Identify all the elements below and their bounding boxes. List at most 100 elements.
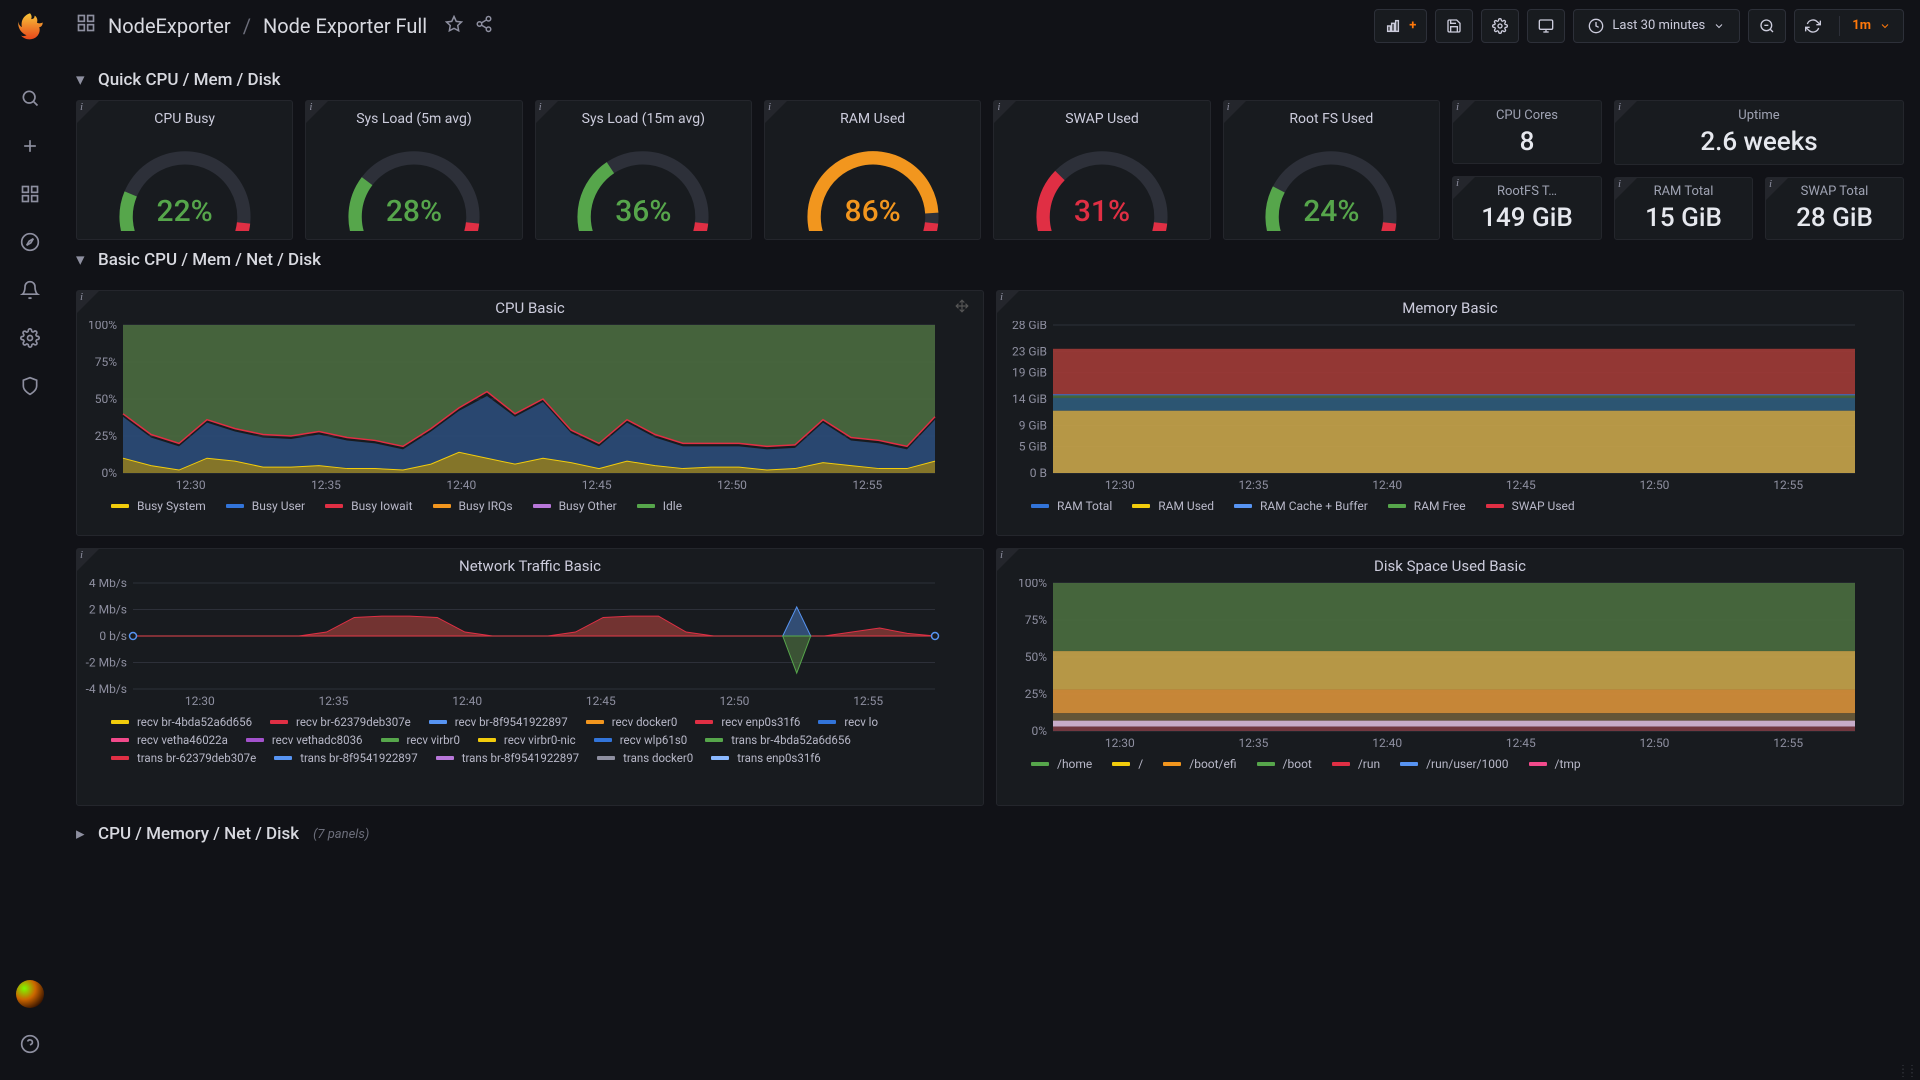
legend-item[interactable]: RAM Used	[1132, 499, 1214, 513]
legend-item[interactable]: trans docker0	[597, 751, 693, 765]
legend-item[interactable]: recv vetha46022a	[111, 733, 228, 747]
svg-text:12:50: 12:50	[1640, 478, 1670, 492]
gauge-title: Sys Load (15m avg)	[536, 107, 751, 129]
svg-text:25%: 25%	[1025, 687, 1047, 701]
stat-panel[interactable]: iCPU Cores8	[1452, 100, 1602, 164]
settings-button[interactable]	[1481, 9, 1519, 43]
svg-text:0%: 0%	[1031, 724, 1047, 738]
gauge-panel[interactable]: i CPU Busy 22%	[76, 100, 293, 240]
refresh-button[interactable]: 1m	[1794, 9, 1904, 43]
legend-item[interactable]: trans enp0s31f6	[711, 751, 821, 765]
svg-text:0 B: 0 B	[1030, 466, 1047, 480]
legend-item[interactable]: recv br-4bda52a6d656	[111, 715, 252, 729]
topbar: NodeExporter / Node Exporter Full + Last…	[60, 0, 1920, 52]
legend-item[interactable]: trans br-4bda52a6d656	[705, 733, 851, 747]
breadcrumb-folder[interactable]: NodeExporter	[108, 14, 231, 38]
stat-panel[interactable]: iRootFS T…149 GiB	[1452, 176, 1602, 240]
gauge-panel[interactable]: i Sys Load (15m avg) 36%	[535, 100, 752, 240]
explore-icon[interactable]	[12, 224, 48, 260]
grafana-logo[interactable]	[12, 8, 48, 44]
sidebar	[0, 0, 60, 1080]
svg-text:12:55: 12:55	[852, 478, 882, 492]
save-button[interactable]	[1435, 9, 1473, 43]
shield-icon[interactable]	[12, 368, 48, 404]
legend-item[interactable]: Busy User	[226, 499, 305, 513]
svg-text:5 GiB: 5 GiB	[1019, 440, 1047, 454]
panel-disk-basic[interactable]: i Disk Space Used Basic 0%25%50%75%100%1…	[996, 548, 1904, 806]
svg-text:12:35: 12:35	[319, 694, 349, 708]
legend-item[interactable]: recv enp0s31f6	[695, 715, 800, 729]
legend-item[interactable]: recv wlp61s0	[594, 733, 688, 747]
svg-text:12:40: 12:40	[1372, 478, 1402, 492]
breadcrumb-separator: /	[243, 14, 251, 38]
star-icon[interactable]	[445, 14, 463, 38]
panel-cpu-basic[interactable]: i CPU Basic 0%25%50%75%100%12:3012:3512:…	[76, 290, 984, 536]
gauge-panel[interactable]: i Sys Load (5m avg) 28%	[305, 100, 522, 240]
search-icon[interactable]	[12, 80, 48, 116]
stat-panel[interactable]: iSWAP Total28 GiB	[1765, 177, 1904, 240]
legend-item[interactable]: Busy IRQs	[433, 499, 513, 513]
chevron-down-icon: ▾	[76, 70, 90, 90]
legend-item[interactable]: trans br-8f9541922897	[436, 751, 579, 765]
legend-item[interactable]: Busy Iowait	[325, 499, 412, 513]
svg-text:12:35: 12:35	[311, 478, 341, 492]
svg-text:-2 Mb/s: -2 Mb/s	[86, 656, 127, 670]
legend-item[interactable]: trans br-62379deb307e	[111, 751, 256, 765]
section-quick-cpu[interactable]: ▾ Quick CPU / Mem / Disk	[76, 60, 1904, 100]
legend-item[interactable]: recv vethadc8036	[246, 733, 363, 747]
stat-panel[interactable]: iUptime2.6 weeks	[1614, 100, 1904, 165]
plus-icon[interactable]	[12, 128, 48, 164]
section-basic-cpu[interactable]: ▾ Basic CPU / Mem / Net / Disk	[76, 240, 1904, 280]
add-panel-button[interactable]: +	[1374, 9, 1427, 43]
section-collapsed[interactable]: ▸ CPU / Memory / Net / Disk (7 panels)	[76, 814, 1904, 854]
legend-item[interactable]: /boot/efi	[1163, 757, 1236, 771]
legend-item[interactable]: Busy System	[111, 499, 206, 513]
legend-item[interactable]: recv virbr0-nic	[478, 733, 576, 747]
gauge-panel[interactable]: i SWAP Used 31%	[993, 100, 1210, 240]
legend-item[interactable]: Idle	[637, 499, 682, 513]
legend-item[interactable]: SWAP Used	[1486, 499, 1575, 513]
legend-item[interactable]: recv br-62379deb307e	[270, 715, 411, 729]
legend-item[interactable]: /run/user/1000	[1400, 757, 1508, 771]
legend-item[interactable]: Busy Other	[533, 499, 617, 513]
svg-text:100%: 100%	[88, 321, 117, 332]
share-icon[interactable]	[475, 14, 493, 38]
panel-memory-basic[interactable]: i Memory Basic 0 B5 GiB9 GiB14 GiB19 GiB…	[996, 290, 1904, 536]
legend-item[interactable]: RAM Free	[1388, 499, 1466, 513]
legend-item[interactable]: RAM Cache + Buffer	[1234, 499, 1368, 513]
svg-text:4 Mb/s: 4 Mb/s	[89, 579, 127, 590]
svg-text:9 GiB: 9 GiB	[1019, 418, 1047, 432]
dashboard-grid-icon[interactable]	[76, 13, 96, 38]
dashboards-icon[interactable]	[12, 176, 48, 212]
chevron-down-icon: ▾	[76, 250, 90, 270]
legend-item[interactable]: /	[1112, 757, 1143, 771]
svg-text:12:30: 12:30	[176, 478, 206, 492]
legend-item[interactable]: /boot	[1257, 757, 1312, 771]
view-mode-button[interactable]	[1527, 9, 1565, 43]
user-avatar[interactable]	[16, 980, 44, 1008]
breadcrumb-title[interactable]: Node Exporter Full	[263, 14, 427, 38]
panel-network-basic[interactable]: i Network Traffic Basic -4 Mb/s-2 Mb/s0 …	[76, 548, 984, 806]
gauge-panel[interactable]: i RAM Used 86%	[764, 100, 981, 240]
svg-text:12:50: 12:50	[717, 478, 747, 492]
legend-item[interactable]: /home	[1031, 757, 1092, 771]
alert-icon[interactable]	[12, 272, 48, 308]
help-icon[interactable]	[12, 1026, 48, 1062]
legend-item[interactable]: /tmp	[1529, 757, 1581, 771]
legend-item[interactable]: recv docker0	[586, 715, 678, 729]
resize-handle-icon[interactable]: ⋮⋮⋮⋮	[1898, 1068, 1916, 1076]
legend-item[interactable]: RAM Total	[1031, 499, 1112, 513]
legend-item[interactable]: recv br-8f9541922897	[429, 715, 568, 729]
legend-item[interactable]: recv virbr0	[381, 733, 460, 747]
svg-text:28 GiB: 28 GiB	[1012, 321, 1047, 332]
gauge-panel[interactable]: i Root FS Used 24%	[1223, 100, 1440, 240]
legend-item[interactable]: recv lo	[818, 715, 878, 729]
legend-item[interactable]: /run	[1332, 757, 1380, 771]
legend-item[interactable]: trans br-8f9541922897	[274, 751, 417, 765]
svg-text:14 GiB: 14 GiB	[1012, 392, 1047, 406]
drag-icon	[955, 299, 969, 317]
stat-panel[interactable]: iRAM Total15 GiB	[1614, 177, 1753, 240]
zoom-out-button[interactable]	[1748, 9, 1786, 43]
config-icon[interactable]	[12, 320, 48, 356]
time-range-button[interactable]: Last 30 minutes	[1573, 9, 1740, 43]
